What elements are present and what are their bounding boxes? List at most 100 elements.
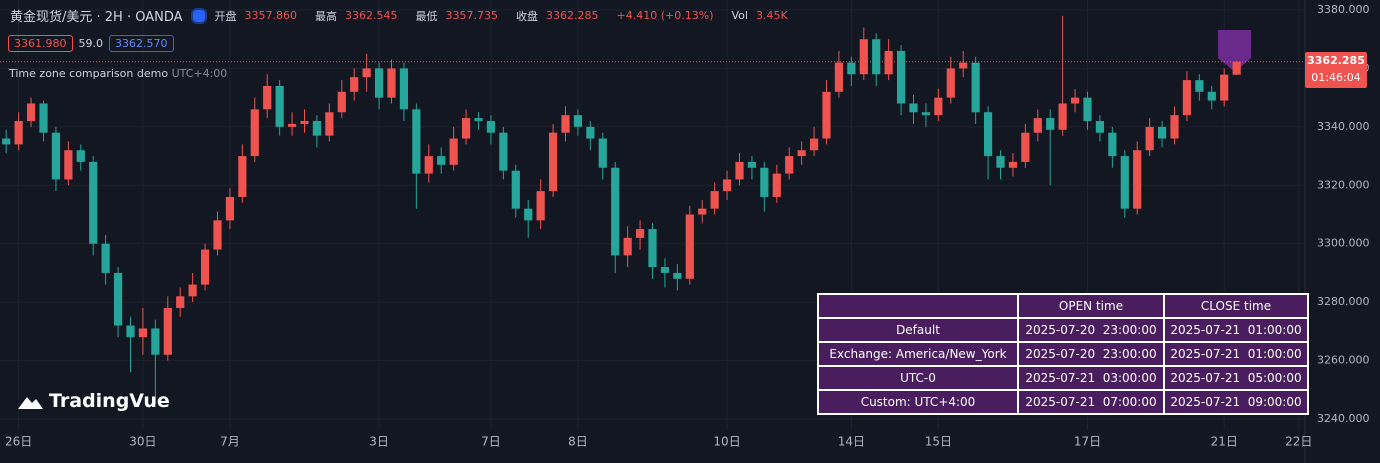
x-tick-label: 14日 — [838, 435, 865, 449]
candle-body — [785, 156, 794, 174]
candle-body — [1008, 161, 1018, 168]
candle-body — [847, 62, 856, 75]
cell: 2025-07-21 01:00:00 — [1163, 317, 1309, 343]
candle-body — [89, 161, 98, 244]
candle-body — [536, 191, 545, 221]
candle-body — [996, 156, 1005, 168]
y-tick-label: 3340.000 — [1317, 120, 1370, 133]
x-tick-label: 15日 — [925, 435, 952, 449]
indicator: 3361.980 — [8, 35, 73, 52]
candle-body — [959, 62, 968, 69]
candle-body — [921, 112, 931, 116]
legend-value: 3357.735 — [445, 9, 499, 22]
candle-body — [598, 138, 607, 168]
candle-body — [747, 161, 757, 168]
candle-body — [946, 68, 955, 98]
candle-body — [176, 296, 185, 308]
cell: Exchange: America/New_York — [817, 341, 1019, 367]
candle-body — [673, 272, 682, 279]
y-tick-label: 3260.000 — [1317, 354, 1370, 367]
candle-body — [1133, 150, 1142, 209]
candle-body — [648, 229, 657, 268]
candle-body — [113, 272, 123, 326]
candle-body — [76, 150, 85, 162]
y-tick-label: 3280.000 — [1317, 295, 1370, 308]
legend-value: 3357.860 — [244, 9, 298, 22]
candle-body — [499, 132, 508, 171]
x-tick-label: 22日 — [1285, 435, 1312, 449]
study-title: Time zone comparison demo — [9, 67, 169, 80]
candle-body — [822, 91, 831, 139]
candle-body — [1083, 97, 1092, 122]
candle-body — [834, 62, 844, 92]
x-tick-label: 7日 — [481, 435, 501, 449]
candle-body — [337, 91, 346, 113]
candle-body — [461, 118, 471, 139]
vol-name: Vol — [731, 9, 748, 22]
cell: Custom: UTC+4:00 — [817, 389, 1019, 415]
candle-body — [797, 150, 806, 157]
header-cell: OPEN time — [1017, 293, 1165, 319]
logo-icon — [18, 397, 43, 409]
candle-body — [1021, 132, 1030, 162]
candle-body — [424, 156, 433, 174]
legend-value: 3362.285 — [546, 9, 599, 22]
indicator: 3362.570 — [109, 35, 174, 52]
y-tick-label: 3300.000 — [1317, 237, 1370, 250]
candle-body — [101, 243, 110, 273]
y-tick-label: 3240.000 — [1317, 412, 1370, 425]
candle-body — [213, 220, 222, 250]
candle-body — [586, 126, 595, 139]
candle-body — [1232, 61, 1241, 75]
candle-body — [138, 328, 148, 338]
candle-body — [635, 229, 645, 238]
x-tick-label: 30日 — [129, 435, 156, 449]
logo-text: TradingVue — [49, 390, 170, 412]
candle-body — [698, 208, 707, 215]
candle-body — [548, 132, 558, 192]
candle-body — [872, 39, 881, 75]
candle-body — [934, 97, 943, 116]
candle-body — [474, 118, 483, 122]
candle-body — [126, 325, 135, 338]
candle-body — [1058, 103, 1067, 130]
candle-body — [275, 85, 284, 127]
candle-body — [64, 150, 73, 180]
candle-body — [449, 138, 458, 165]
candle-body — [1207, 91, 1216, 101]
candle-body — [1046, 118, 1055, 130]
candle-body — [685, 214, 694, 279]
candle-body — [225, 196, 235, 221]
candle-body — [772, 173, 781, 197]
legend-name: 开盘 — [214, 9, 237, 23]
y-tick-label: 3380.000 — [1317, 3, 1370, 16]
candle-body — [325, 112, 334, 136]
change: +4.410 (+0.13%) — [616, 9, 714, 22]
candle-body — [971, 62, 980, 113]
cell: 2025-07-20 23:00:00 — [1017, 341, 1165, 367]
cell: 2025-07-21 09:00:00 — [1163, 389, 1309, 415]
price-label: 3362.285 01:46:04 — [1305, 52, 1367, 88]
candle-body — [611, 167, 620, 256]
header-cell: CLOSE time — [1163, 293, 1309, 319]
candle-body — [573, 115, 583, 127]
candle-body — [722, 179, 732, 192]
legend-name: 最高 — [315, 9, 338, 23]
candle-body — [1033, 118, 1042, 133]
candle-body — [623, 237, 632, 256]
x-tick-label: 26日 — [5, 435, 32, 449]
cell — [817, 293, 1019, 319]
candle-body — [809, 138, 819, 151]
x-tick-label: 8日 — [568, 435, 588, 449]
candle-body — [250, 109, 259, 157]
candle-body — [1157, 126, 1167, 139]
candle-body — [660, 267, 670, 273]
candle-body — [1145, 126, 1154, 151]
header: 黄金现货/美元 · 2H · OANDA 开盘 3357.860 最高 3362.5… — [10, 6, 798, 25]
candle-body — [511, 170, 520, 209]
timezone-table: OPEN time CLOSE time Default 2025-07-20 23… — [817, 293, 1309, 415]
candle-body — [39, 103, 48, 133]
candle-body — [1195, 80, 1204, 92]
